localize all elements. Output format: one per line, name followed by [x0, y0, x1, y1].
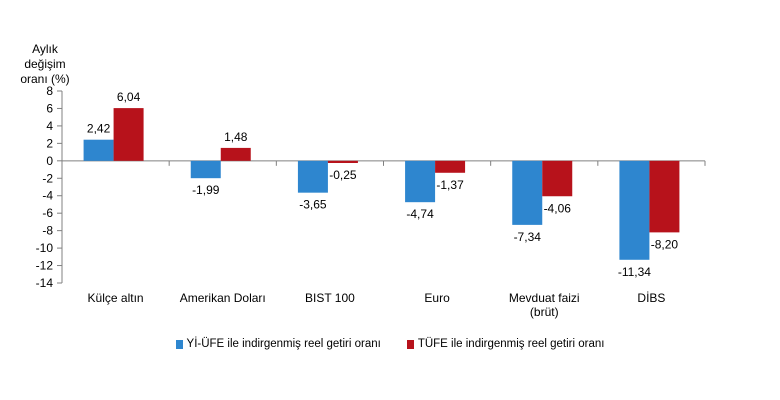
- bar: [297, 160, 328, 193]
- y-tick-label: 6: [46, 101, 53, 115]
- y-tick-label: -6: [42, 206, 53, 220]
- y-axis-title: Aylık değişim oranı (%): [14, 42, 76, 87]
- y-tick-label: 0: [46, 154, 53, 168]
- category-label: DİBS: [637, 291, 665, 305]
- bar: [512, 160, 543, 225]
- data-label: -1,37: [436, 178, 464, 192]
- y-tick-label: 4: [46, 119, 53, 133]
- data-label: -7,34: [514, 230, 542, 244]
- y-tick-label: 2: [46, 136, 53, 150]
- y-axis-title-line-2: oranı (%): [20, 72, 70, 86]
- category-label: Amerikan Doları: [180, 291, 266, 305]
- bar: [83, 139, 114, 161]
- bar: [405, 160, 436, 203]
- data-label: -0,25: [329, 168, 357, 182]
- data-label: -11,34: [618, 265, 651, 279]
- data-label: -3,65: [299, 198, 327, 212]
- y-tick-label: 8: [46, 84, 53, 98]
- bar: [190, 160, 221, 179]
- data-label: 1,48: [224, 130, 248, 144]
- data-label: -4,06: [544, 201, 572, 215]
- data-label: -4,74: [406, 207, 434, 221]
- y-tick-label: -14: [36, 276, 54, 290]
- bar: [435, 160, 466, 173]
- category-label: Euro: [424, 291, 450, 305]
- y-axis-title-line-1: Aylık değişim: [24, 42, 66, 71]
- legend-label-yi-ufe: Yİ-ÜFE ile indirgenmiş reel getiri oranı: [186, 338, 381, 350]
- legend: Yİ-ÜFE ile indirgenmiş reel getiri oranı…: [0, 338, 780, 350]
- legend-item-yi-ufe: Yİ-ÜFE ile indirgenmiş reel getiri oranı: [175, 338, 381, 350]
- y-tick-label: -12: [36, 259, 54, 273]
- category-label: BIST 100: [305, 291, 355, 305]
- data-label: 6,04: [117, 90, 141, 104]
- y-tick-label: -4: [42, 189, 53, 203]
- y-tick-label: -10: [36, 241, 54, 255]
- y-tick-label: -2: [42, 171, 53, 185]
- bar: [113, 108, 144, 161]
- bar-chart: 8 6 4 2 0 -2 -4 -6 -8 -10 -12 -14 2,42 6,04 Külçe altı…: [36, 84, 706, 319]
- data-label: -1,99: [192, 183, 220, 197]
- bar: [327, 160, 358, 163]
- data-label: -8,20: [651, 237, 679, 251]
- bar: [619, 160, 650, 260]
- bar: [220, 147, 251, 161]
- legend-label-tufe: TÜFE ile indirgenmiş reel getiri oranı: [417, 338, 605, 350]
- category-label: (brüt): [530, 305, 559, 319]
- bar: [649, 160, 680, 233]
- legend-swatch-tufe: [406, 339, 414, 349]
- legend-item-tufe: TÜFE ile indirgenmiş reel getiri oranı: [406, 338, 605, 350]
- legend-swatch-yi-ufe: [175, 339, 183, 349]
- category-label: Mevduat faizi: [509, 291, 580, 305]
- y-tick-label: -8: [42, 224, 53, 238]
- data-label: 2,42: [87, 122, 111, 136]
- bar: [542, 160, 573, 197]
- category-label: Külçe altın: [88, 291, 144, 305]
